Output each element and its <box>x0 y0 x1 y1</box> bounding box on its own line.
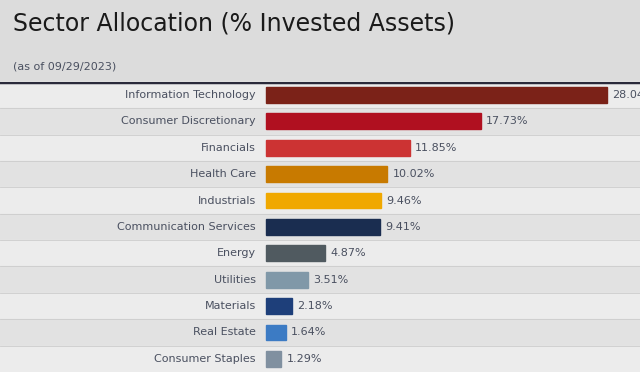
Bar <box>0 240 640 266</box>
Text: 9.41%: 9.41% <box>385 222 420 232</box>
Text: 4.87%: 4.87% <box>330 248 365 258</box>
Text: 1.64%: 1.64% <box>291 327 326 337</box>
Bar <box>266 166 387 182</box>
Bar <box>0 293 640 319</box>
Bar <box>0 214 640 240</box>
Text: 17.73%: 17.73% <box>486 116 529 126</box>
Text: (as of 09/29/2023): (as of 09/29/2023) <box>13 61 116 71</box>
Text: Communication Services: Communication Services <box>117 222 256 232</box>
Text: Consumer Discretionary: Consumer Discretionary <box>122 116 256 126</box>
Bar <box>266 298 292 314</box>
Bar <box>0 187 640 214</box>
Text: 9.46%: 9.46% <box>386 196 421 206</box>
Text: Sector Allocation (% Invested Assets): Sector Allocation (% Invested Assets) <box>13 11 455 35</box>
Bar <box>0 82 640 108</box>
Bar <box>266 272 308 288</box>
Text: Materials: Materials <box>205 301 256 311</box>
Bar <box>266 351 282 367</box>
Text: 3.51%: 3.51% <box>314 275 349 285</box>
Bar <box>0 346 640 372</box>
Bar <box>0 266 640 293</box>
Text: Financials: Financials <box>201 143 256 153</box>
Text: Health Care: Health Care <box>190 169 256 179</box>
Bar <box>0 108 640 135</box>
Text: 11.85%: 11.85% <box>415 143 457 153</box>
Bar <box>0 319 640 346</box>
Bar <box>266 193 381 208</box>
Text: 1.29%: 1.29% <box>287 354 322 364</box>
Bar <box>266 324 285 340</box>
Text: Utilities: Utilities <box>214 275 256 285</box>
Bar <box>266 246 325 261</box>
Bar <box>266 140 410 156</box>
Bar <box>0 161 640 187</box>
Text: Energy: Energy <box>217 248 256 258</box>
Bar <box>266 219 380 235</box>
Bar <box>266 113 481 129</box>
Text: Information Technology: Information Technology <box>125 90 256 100</box>
Text: Consumer Staples: Consumer Staples <box>154 354 256 364</box>
Text: Real Estate: Real Estate <box>193 327 256 337</box>
Text: Industrials: Industrials <box>198 196 256 206</box>
Text: 2.18%: 2.18% <box>297 301 333 311</box>
Bar <box>0 135 640 161</box>
Text: 10.02%: 10.02% <box>392 169 435 179</box>
Text: 28.04%: 28.04% <box>612 90 640 100</box>
Bar <box>266 87 607 103</box>
